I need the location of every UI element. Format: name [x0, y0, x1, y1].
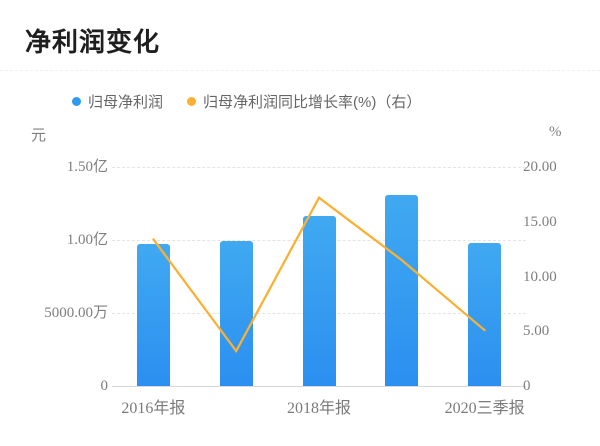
x-axis-label: 2020三季报	[444, 400, 525, 417]
bar-2019年报[interactable]	[385, 195, 419, 386]
bar-2017年报[interactable]	[219, 241, 253, 386]
bar-2018年报[interactable]	[302, 216, 336, 386]
chart-legend: 归母净利润 归母净利润同比增长率(%)（右）	[72, 91, 421, 112]
gridline	[112, 167, 526, 168]
bar-series-marker-icon	[72, 97, 81, 106]
right-axis-tick-label: 10.00	[523, 268, 557, 285]
bar-2016年报[interactable]	[136, 244, 170, 386]
line-series-marker-icon	[187, 97, 197, 106]
left-axis-tick-label: 1.50亿	[66, 159, 108, 175]
x-axis-line	[112, 386, 526, 387]
left-axis-tick-label: 0	[100, 378, 109, 394]
left-axis-unit-label: 元	[31, 128, 47, 144]
right-axis-tick-label: 0	[523, 378, 531, 394]
left-axis-tick-label: 1.00亿	[66, 232, 108, 248]
right-axis-tick-label: 15.00	[523, 213, 557, 230]
legend-item-growth-rate-label: 归母净利润同比增长率(%)（右）	[203, 94, 422, 111]
right-axis-tick-label: 5.00	[523, 323, 550, 340]
x-axis-label: 2016年报	[121, 400, 186, 417]
legend-item-growth-rate[interactable]: 归母净利润同比增长率(%)（右）	[187, 91, 421, 112]
chart-title: 净利润变化	[25, 27, 161, 57]
left-axis-tick-label: 5000.00万	[44, 305, 108, 321]
legend-item-net-profit-label: 归母净利润	[88, 94, 164, 111]
right-axis-tick-label: 20.00	[523, 159, 557, 175]
x-axis-label: 2018年报	[286, 400, 351, 417]
title-divider	[0, 70, 600, 71]
bar-2020三季报[interactable]	[468, 243, 502, 386]
right-axis-unit-label: %	[549, 124, 562, 140]
legend-item-net-profit[interactable]: 归母净利润	[72, 91, 163, 112]
